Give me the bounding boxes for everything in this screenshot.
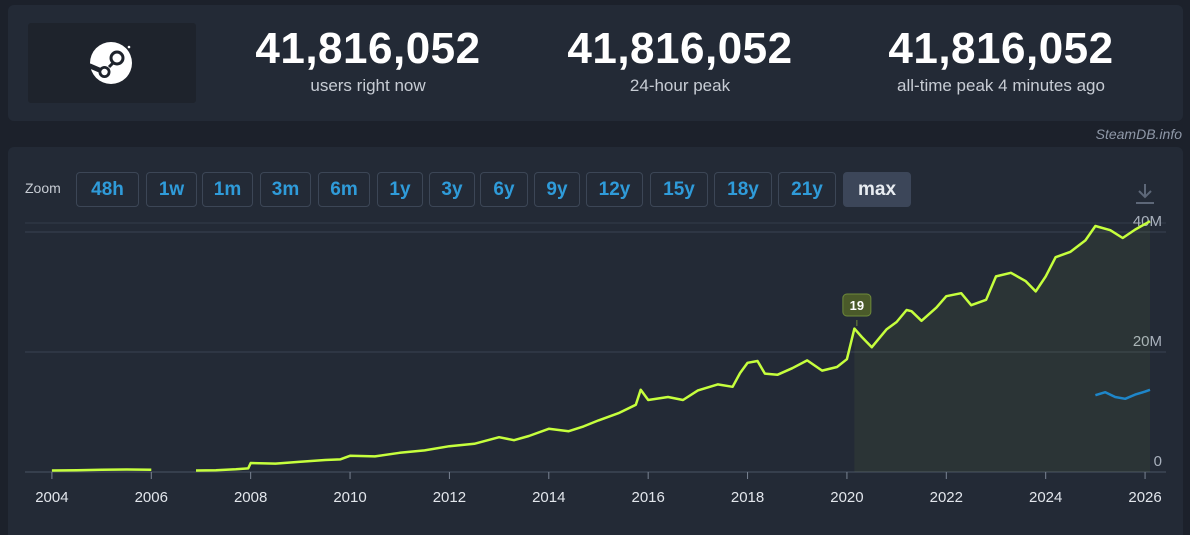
x-tick-label: 2010 bbox=[333, 489, 366, 506]
zoom-button-1y[interactable]: 1y bbox=[377, 172, 423, 207]
zoom-button-1m[interactable]: 1m bbox=[202, 172, 253, 207]
stat-label: 24-hour peak bbox=[629, 76, 731, 95]
series-line-1 bbox=[1095, 388, 1151, 401]
stat-value: 41,816,052 bbox=[567, 24, 793, 73]
zoom-button-9y[interactable]: 9y bbox=[534, 172, 580, 207]
x-tick-label: 2024 bbox=[1029, 489, 1062, 506]
download-icon[interactable] bbox=[1134, 182, 1156, 206]
stat-users-now: 41,816,052 users right now bbox=[218, 25, 518, 97]
zoom-button-48h[interactable]: 48h bbox=[76, 172, 139, 207]
source-credit[interactable]: SteamDB.info bbox=[1095, 126, 1182, 142]
annotation-flag bbox=[842, 293, 872, 317]
zoom-button-18y[interactable]: 18y bbox=[714, 172, 772, 207]
stats-panel: 41,816,052 users right now 41,816,052 24… bbox=[8, 5, 1183, 121]
stat-all-time-peak: 41,816,052 all-time peak 4 minutes ago bbox=[851, 25, 1151, 97]
zoom-button-6y[interactable]: 6y bbox=[480, 172, 528, 207]
area-fill bbox=[854, 221, 1151, 472]
game-logo[interactable] bbox=[28, 23, 196, 103]
zoom-button-21y[interactable]: 21y bbox=[778, 172, 836, 207]
zoom-button-12y[interactable]: 12y bbox=[586, 172, 643, 207]
zoom-button-15y[interactable]: 15y bbox=[650, 172, 708, 207]
x-tick-label: 2026 bbox=[1128, 489, 1161, 506]
zoom-label: Zoom bbox=[25, 180, 61, 196]
zoom-button-1w[interactable]: 1w bbox=[146, 172, 197, 207]
series-line-0 bbox=[51, 468, 152, 472]
zoom-button-3y[interactable]: 3y bbox=[429, 172, 475, 207]
y-tick-label: 0 bbox=[1154, 453, 1162, 470]
x-tick-label: 2016 bbox=[631, 489, 664, 506]
stat-24h-peak: 41,816,052 24-hour peak bbox=[530, 25, 830, 97]
x-tick-label: 2004 bbox=[35, 489, 68, 506]
x-tick-label: 2022 bbox=[930, 489, 963, 506]
zoom-button-max[interactable]: max bbox=[843, 172, 911, 207]
x-tick-label: 2018 bbox=[731, 489, 764, 506]
x-tick-label: 2014 bbox=[532, 489, 565, 506]
stat-value: 41,816,052 bbox=[888, 24, 1114, 73]
steam-icon bbox=[87, 42, 132, 84]
x-tick-label: 2012 bbox=[433, 489, 466, 506]
y-tick-label: 20M bbox=[1133, 333, 1162, 350]
series-line-0 bbox=[195, 220, 1151, 472]
stat-label: users right now bbox=[310, 76, 426, 95]
annotation-label: 19 bbox=[850, 298, 864, 313]
chart-panel: Zoom 48h 1w 1m 3m 6m 1y 3y 6y 9y 12y 15y 18y 21y max … bbox=[8, 147, 1183, 535]
x-tick-label: 2006 bbox=[135, 489, 168, 506]
stat-label: all-time peak 4 minutes ago bbox=[897, 76, 1105, 95]
zoom-button-6m[interactable]: 6m bbox=[318, 172, 370, 207]
zoom-button-3m[interactable]: 3m bbox=[260, 172, 311, 207]
x-tick-label: 2020 bbox=[830, 489, 863, 506]
stat-value: 41,816,052 bbox=[255, 24, 481, 73]
x-tick-label: 2008 bbox=[234, 489, 267, 506]
